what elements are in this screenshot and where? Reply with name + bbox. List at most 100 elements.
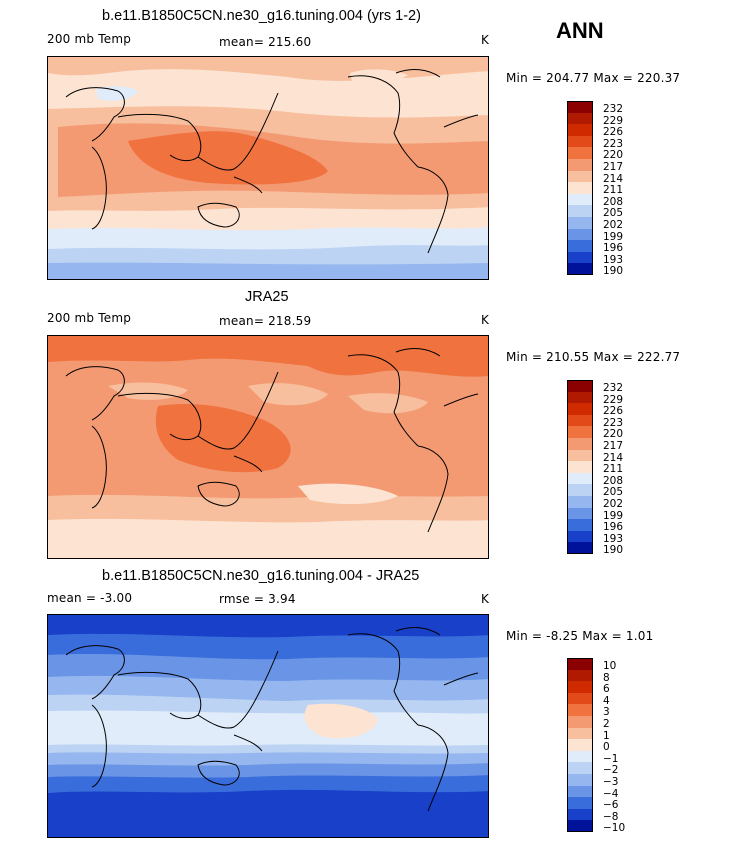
colorbar-tick-label: −8 (603, 810, 619, 823)
panel2-colorbar-swatch (567, 449, 593, 462)
panel3-colorbar-swatch (567, 820, 593, 832)
panel1-units: K (481, 33, 490, 47)
panel2-colorbar-swatch (567, 380, 593, 392)
panel1-colorbar-swatch (567, 193, 593, 206)
colorbar-tick-label: 0 (603, 741, 610, 754)
panel1-colorbar-swatch (567, 101, 593, 113)
colorbar-tick-label: 232 (603, 103, 624, 115)
colorbar-tick-label: 229 (603, 114, 624, 127)
panel2-colorbar-swatch (567, 426, 593, 438)
colorbar-tick-label: 190 (603, 544, 624, 557)
panel3-title: b.e11.B1850C5CN.ne30_g16.tuning.004 - JR… (102, 568, 420, 584)
panel1-mean-label: mean= 215.60 (219, 35, 312, 49)
colorbar-tick-label: 226 (603, 405, 624, 418)
panel3-colorbar-swatch (567, 773, 593, 786)
season-label: ANN (556, 18, 604, 43)
colorbar-tick-label: 193 (603, 532, 624, 545)
colorbar-tick-label: 190 (603, 265, 624, 278)
panel2-colorbar-swatch (567, 484, 593, 496)
panel3-colorbar-swatch (567, 669, 593, 682)
panel1-title: b.e11.B1850C5CN.ne30_g16.tuning.004 (yrs… (102, 8, 421, 24)
panel2-title: JRA25 (245, 289, 289, 305)
colorbar-tick-label: −1 (603, 752, 619, 765)
panel1-colorbar-swatch (567, 228, 593, 241)
colorbar-tick-label: 208 (603, 195, 624, 208)
panel2-field-label: 200 mb Temp (47, 311, 132, 325)
panel3-colorbar-swatch (567, 797, 593, 809)
colorbar-tick-label: 10 (603, 660, 617, 672)
panel3-colorbar-swatch (567, 762, 593, 774)
panel2-mean-label: mean= 218.59 (219, 314, 312, 328)
panel1-colorbar-swatch (567, 263, 593, 275)
panel2-minmax: Min = 210.55 Max = 222.77 (506, 350, 681, 364)
colorbar-tick-label: 205 (603, 207, 624, 220)
colorbar-tick-label: −6 (603, 799, 619, 812)
panel3-colorbar-swatch (567, 681, 593, 693)
colorbar-tick-label: 214 (603, 451, 624, 464)
panel1-map (47, 56, 489, 280)
panel2-colorbar-swatch (567, 437, 593, 450)
panel3-colorbar-swatch (567, 715, 593, 728)
colorbar-tick-label: 2 (603, 717, 610, 730)
panel1-field-label: 200 mb Temp (47, 32, 132, 46)
panel1-colorbar-labels: 232 229 226 223 220 217 214 211 208 205 … (603, 103, 624, 278)
panel1-colorbar (567, 101, 593, 275)
colorbar-tick-label: 8 (603, 671, 610, 684)
panel2-colorbar-swatch (567, 414, 593, 427)
panel3-map (47, 614, 489, 838)
panel1-colorbar-swatch (567, 147, 593, 159)
panel3-mean-label: mean = -3.00 (47, 591, 133, 605)
panel1-colorbar-swatch (567, 135, 593, 148)
panel2-colorbar-swatch (567, 472, 593, 485)
colorbar-tick-label: 202 (603, 497, 624, 510)
panel3-colorbar-swatch (567, 658, 593, 670)
panel2-units: K (481, 313, 490, 327)
panel3-rmse-label: rmse = 3.94 (219, 592, 296, 606)
panel1-colorbar-swatch (567, 182, 593, 194)
colorbar-tick-label: −2 (603, 764, 619, 777)
colorbar-tick-label: 1 (603, 729, 610, 742)
colorbar-tick-label: 211 (603, 463, 624, 476)
colorbar-tick-label: 220 (603, 428, 624, 441)
colorbar-tick-label: 223 (603, 416, 624, 429)
colorbar-tick-label: 4 (603, 694, 610, 707)
colorbar-tick-label: 217 (603, 160, 624, 173)
panel1-colorbar-swatch (567, 158, 593, 171)
colorbar-tick-label: 226 (603, 126, 624, 139)
colorbar-tick-label: −4 (603, 787, 619, 800)
panel2-colorbar-swatch (567, 507, 593, 520)
colorbar-tick-label: 214 (603, 172, 624, 185)
panel3-colorbar-swatch (567, 704, 593, 716)
panel3-colorbar (567, 658, 593, 832)
panel2-colorbar-swatch (567, 530, 593, 543)
panel3-units: K (481, 592, 490, 606)
colorbar-tick-label: 3 (603, 706, 610, 719)
colorbar-tick-label: 217 (603, 439, 624, 452)
panel3-colorbar-swatch (567, 727, 593, 740)
colorbar-tick-label: 193 (603, 253, 624, 266)
colorbar-tick-label: 229 (603, 393, 624, 406)
colorbar-tick-label: 205 (603, 486, 624, 499)
panel1-colorbar-swatch (567, 124, 593, 136)
panel2-colorbar-swatch (567, 495, 593, 508)
colorbar-tick-label: 202 (603, 218, 624, 231)
panel1-colorbar-swatch (567, 240, 593, 252)
panel2-colorbar-labels: 232 229 226 223 220 217 214 211 208 205 … (603, 382, 624, 557)
panel2-colorbar-swatch (567, 519, 593, 531)
colorbar-tick-label: 196 (603, 242, 624, 255)
colorbar-tick-label: 208 (603, 474, 624, 487)
colorbar-tick-label: 223 (603, 137, 624, 150)
panel3-minmax: Min = -8.25 Max = 1.01 (506, 629, 654, 643)
panel3-colorbar-swatch (567, 750, 593, 763)
panel1-colorbar-swatch (567, 216, 593, 229)
panel1-colorbar-swatch (567, 205, 593, 217)
panel2-colorbar-swatch (567, 403, 593, 415)
panel1-colorbar-swatch (567, 112, 593, 125)
panel1-minmax: Min = 204.77 Max = 220.37 (506, 71, 681, 85)
panel2-colorbar-swatch (567, 391, 593, 404)
colorbar-tick-label: 232 (603, 382, 624, 394)
panel3-colorbar-labels: 10 8 6 4 3 2 1 0 −1 −2 −3 −4 −6 −8 −10 (603, 660, 625, 835)
colorbar-tick-label: 6 (603, 683, 610, 696)
colorbar-tick-label: 199 (603, 509, 624, 522)
panel3-colorbar-swatch (567, 739, 593, 751)
